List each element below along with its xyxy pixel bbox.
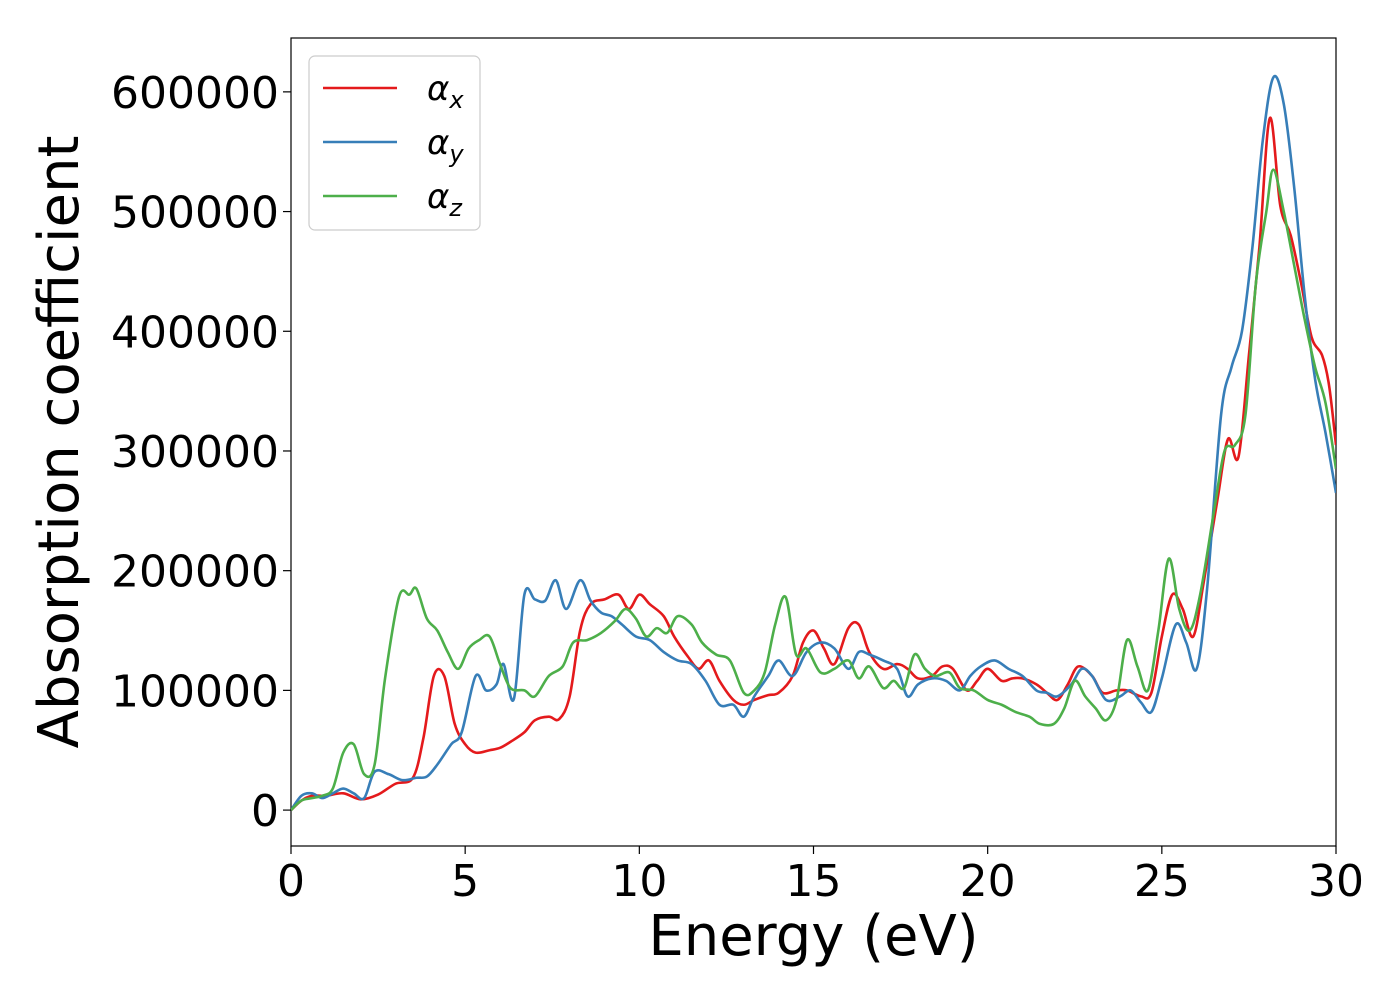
x-tick-label: 20 xyxy=(960,856,1016,907)
x-tick-label: 15 xyxy=(786,856,842,907)
series-line-z xyxy=(291,168,1336,812)
x-axis-ticks: 0 5 10 15 20 25 30 xyxy=(277,846,1364,907)
legend: αx αy αz xyxy=(308,55,481,231)
y-tick-label: 0 xyxy=(251,786,279,837)
x-tick-label: 5 xyxy=(451,856,479,907)
x-tick-label: 0 xyxy=(277,856,305,907)
y-tick-label: 400000 xyxy=(111,307,279,358)
legend-entry-x: αx xyxy=(427,69,464,114)
y-tick-label: 600000 xyxy=(111,68,279,119)
x-tick-label: 25 xyxy=(1134,856,1190,907)
y-tick-label: 300000 xyxy=(111,427,279,478)
series-line-x xyxy=(291,116,1336,812)
legend-entry-z: αz xyxy=(427,177,463,222)
series-layer xyxy=(291,74,1336,812)
y-axis-label: Absorption coefficient xyxy=(27,136,92,749)
y-tick-label: 200000 xyxy=(111,547,279,598)
y-tick-label: 100000 xyxy=(111,666,279,717)
series-line-y xyxy=(291,74,1336,811)
y-axis-ticks: 0 100000 200000 300000 400000 500000 600000 xyxy=(111,68,291,837)
legend-entry-y: αy xyxy=(427,123,464,168)
x-axis-label: Energy (eV) xyxy=(648,904,978,969)
x-tick-label: 10 xyxy=(611,856,667,907)
x-tick-label: 30 xyxy=(1308,856,1364,907)
y-tick-label: 500000 xyxy=(111,188,279,239)
